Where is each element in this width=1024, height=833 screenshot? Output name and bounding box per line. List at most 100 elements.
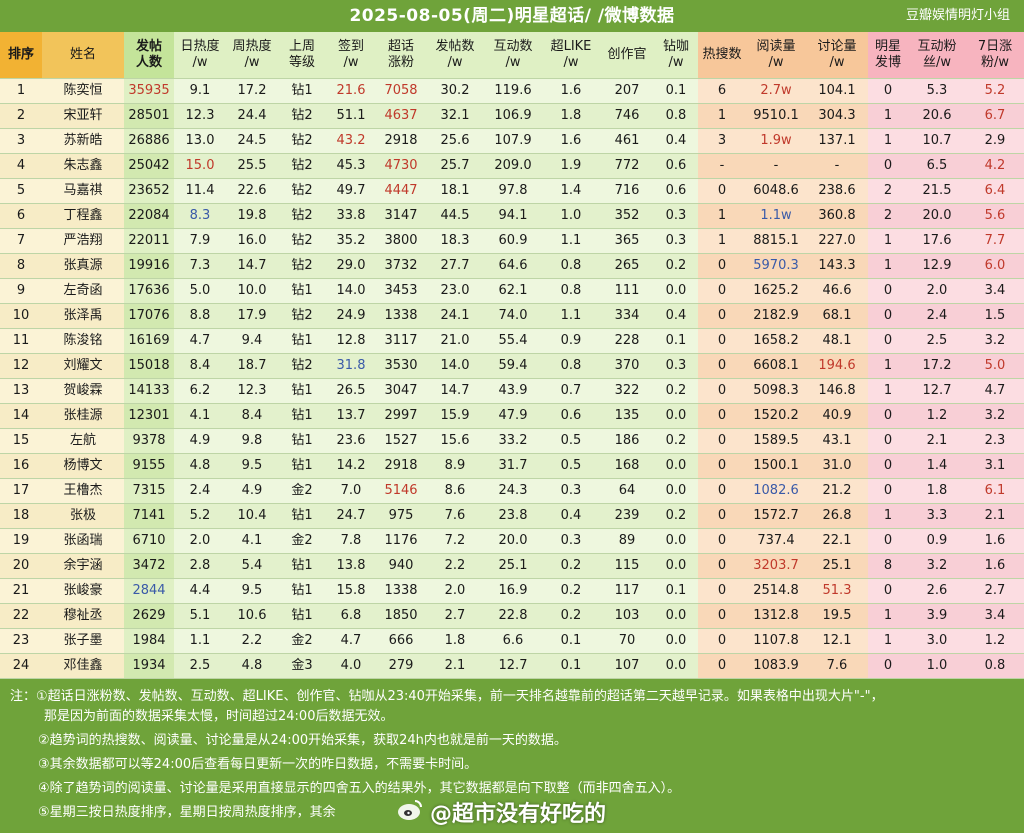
cell-last-week-level: 钻2: [278, 353, 326, 379]
cell-checkin: 4.0: [326, 653, 376, 679]
cell-rank: 11: [0, 328, 42, 354]
cell-super-like: 0.2: [542, 553, 600, 579]
cell-creators: 334: [600, 303, 654, 329]
cell-interact-fans: 20.6: [908, 103, 966, 129]
cell-star-posts: 0: [868, 328, 908, 354]
cell-super-like: 0.8: [542, 278, 600, 304]
cell-posters: 1934: [124, 653, 174, 679]
cell-reads: 5970.3: [746, 253, 806, 279]
cell-creators: 365: [600, 228, 654, 254]
cell-discussions: 22.1: [806, 528, 868, 554]
cell-last-week-level: 钻1: [278, 78, 326, 104]
cell-seven-day-fans: 4.7: [966, 378, 1024, 404]
cell-name: 王橹杰: [42, 478, 124, 504]
cell-day-heat: 7.9: [174, 228, 226, 254]
cell-week-heat: 9.5: [226, 578, 278, 604]
cell-super-like: 0.9: [542, 328, 600, 354]
cell-super-like: 0.5: [542, 428, 600, 454]
cell-interact-fans: 3.2: [908, 553, 966, 579]
cell-discussions: 143.3: [806, 253, 868, 279]
cell-posters: 9378: [124, 428, 174, 454]
cell-creators: 168: [600, 453, 654, 479]
cell-super-like: 0.7: [542, 378, 600, 404]
cell-discussions: 304.3: [806, 103, 868, 129]
cell-posts: 18.1: [426, 178, 484, 204]
cell-diamond: 0.6: [654, 153, 698, 179]
cell-last-week-level: 钻1: [278, 453, 326, 479]
cell-checkin: 29.0: [326, 253, 376, 279]
note-line: ④除了趋势词的阅读量、讨论量是采用直接显示的四舍五入的结果外，其它数据都是向下取…: [38, 781, 681, 796]
cell-star-posts: 1: [868, 378, 908, 404]
cell-rank: 1: [0, 78, 42, 104]
cell-super-like: 1.6: [542, 128, 600, 154]
cell-last-week-level: 钻2: [278, 203, 326, 229]
title-bar: 2025-08-05(周二)明星超话/ /微博数据 豆瓣娱情明灯小组: [0, 0, 1024, 32]
cell-seven-day-fans: 6.0: [966, 253, 1024, 279]
table-row: 5 马嘉祺 23652 11.4 22.6 钻2 49.7 4447 18.1 97.8 1.4 71…: [0, 178, 1024, 204]
cell-super-like: 1.0: [542, 203, 600, 229]
table-body: 1 陈奕恒 35935 9.1 17.2 钻1 21.6 7058 30.2 119.6 1.6 20…: [0, 78, 1024, 679]
cell-week-heat: 2.2: [226, 628, 278, 654]
cell-week-heat: 18.7: [226, 353, 278, 379]
cell-last-week-level: 钻1: [278, 603, 326, 629]
cell-discussions: 238.6: [806, 178, 868, 204]
cell-fans-gain: 3732: [376, 253, 426, 279]
cell-checkin: 24.7: [326, 503, 376, 529]
cell-star-posts: 1: [868, 253, 908, 279]
cell-interactions: 55.4: [484, 328, 542, 354]
cell-day-heat: 2.0: [174, 528, 226, 554]
cell-diamond: 0.2: [654, 428, 698, 454]
cell-discussions: 146.8: [806, 378, 868, 404]
cell-diamond: 0.0: [654, 653, 698, 679]
cell-interactions: 97.8: [484, 178, 542, 204]
cell-hot-search: 0: [698, 253, 746, 279]
cell-day-heat: 7.3: [174, 253, 226, 279]
cell-diamond: 0.3: [654, 228, 698, 254]
cell-posts: 27.7: [426, 253, 484, 279]
cell-fans-gain: 1527: [376, 428, 426, 454]
cell-last-week-level: 钻1: [278, 278, 326, 304]
cell-creators: 716: [600, 178, 654, 204]
cell-last-week-level: 钻1: [278, 328, 326, 354]
note-line: ③其余数据都可以等24:00后查看每日更新一次的昨日数据，不需要卡时间。: [38, 757, 478, 772]
cell-discussions: 48.1: [806, 328, 868, 354]
cell-checkin: 7.8: [326, 528, 376, 554]
cell-hot-search: 0: [698, 453, 746, 479]
cell-checkin: 33.8: [326, 203, 376, 229]
cell-rank: 6: [0, 203, 42, 229]
cell-day-heat: 4.4: [174, 578, 226, 604]
cell-star-posts: 0: [868, 528, 908, 554]
cell-creators: 111: [600, 278, 654, 304]
cell-interact-fans: 3.3: [908, 503, 966, 529]
cell-reads: 1658.2: [746, 328, 806, 354]
cell-discussions: 104.1: [806, 78, 868, 104]
cell-posters: 26886: [124, 128, 174, 154]
cell-checkin: 7.0: [326, 478, 376, 504]
cell-posts: 7.2: [426, 528, 484, 554]
cell-rank: 14: [0, 403, 42, 429]
cell-seven-day-fans: 6.4: [966, 178, 1024, 204]
cell-interact-fans: 1.8: [908, 478, 966, 504]
cell-interact-fans: 21.5: [908, 178, 966, 204]
column-header-week-heat: 周热度 /w: [226, 32, 278, 79]
cell-day-heat: 1.1: [174, 628, 226, 654]
data-table: 排序 姓名 发帖 人数 日热度 /w 周热度 /w 上周 等级 签到 /w 超话 涨粉 发帖数 …: [0, 32, 1024, 679]
cell-diamond: 0.2: [654, 378, 698, 404]
cell-day-heat: 4.1: [174, 403, 226, 429]
cell-posters: 35935: [124, 78, 174, 104]
cell-name: 马嘉祺: [42, 178, 124, 204]
table-row: 20 余宇涵 3472 2.8 5.4 钻1 13.8 940 2.2 25.1 0.2 115 0.0…: [0, 553, 1024, 579]
cell-posters: 9155: [124, 453, 174, 479]
cell-hot-search: 0: [698, 478, 746, 504]
cell-super-like: 1.8: [542, 103, 600, 129]
cell-rank: 8: [0, 253, 42, 279]
cell-posts: 15.9: [426, 403, 484, 429]
cell-reads: 2.7w: [746, 78, 806, 104]
note-line: ②趋势词的热搜数、阅读量、讨论量是从24:00开始采集，获取24h内也就是前一天…: [38, 733, 567, 748]
cell-star-posts: 1: [868, 503, 908, 529]
cell-posters: 7315: [124, 478, 174, 504]
cell-interactions: 25.1: [484, 553, 542, 579]
cell-diamond: 0.0: [654, 553, 698, 579]
cell-hot-search: 0: [698, 378, 746, 404]
cell-reads: 1625.2: [746, 278, 806, 304]
